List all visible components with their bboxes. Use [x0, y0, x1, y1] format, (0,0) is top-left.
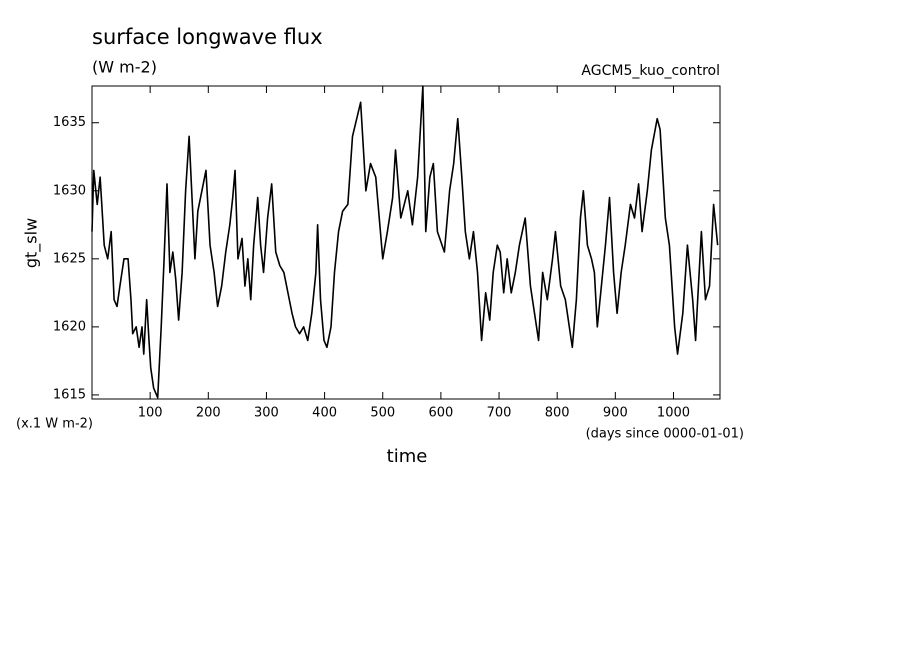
x-tick-label: 900 [603, 406, 628, 421]
data-line [91, 85, 719, 399]
x-tick-label: 500 [370, 406, 395, 421]
y-unit-label: (x.1 W m-2) [16, 417, 93, 432]
x-tick-label: 600 [428, 406, 453, 421]
x-tick-label: 1000 [657, 406, 690, 421]
y-tick-label: 1615 [53, 387, 86, 402]
x-axis-label: time [387, 446, 428, 467]
chart-subtitle: (W m-2) [92, 58, 157, 77]
y-tick-label: 1635 [53, 115, 86, 130]
x-tick-label: 300 [254, 406, 279, 421]
run-label: AGCM5_kuo_control [581, 63, 720, 79]
x-tick-label: 800 [545, 406, 570, 421]
y-axis-label: gt_slw [22, 218, 42, 268]
y-tick-label: 1625 [53, 251, 86, 266]
x-tick-label: 700 [487, 406, 512, 421]
chart-title: surface longwave flux [92, 25, 323, 49]
x-tick-label: 200 [196, 406, 221, 421]
y-tick-label: 1630 [53, 183, 86, 198]
y-tick-label: 1620 [53, 319, 86, 334]
x-tick-label: 400 [312, 406, 337, 421]
x-tick-label: 100 [138, 406, 163, 421]
plot-frame [91, 85, 721, 400]
x-unit-label: (days since 0000-01-01) [586, 427, 744, 442]
